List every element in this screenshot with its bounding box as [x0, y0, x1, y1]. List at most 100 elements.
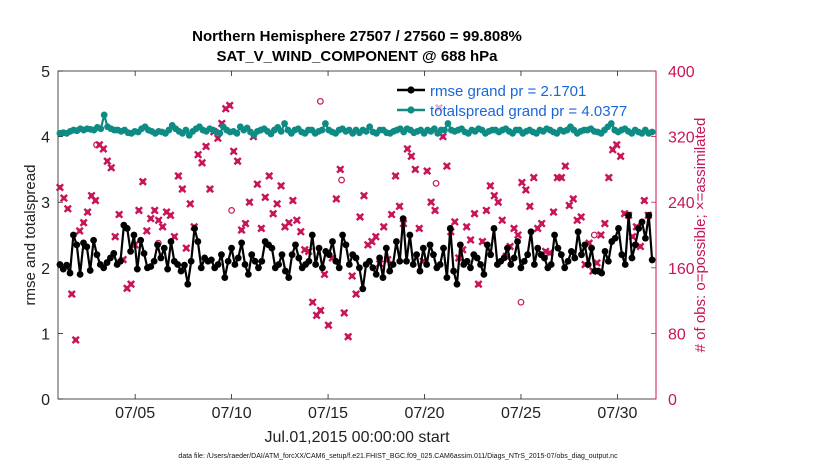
- obs-assimilated-marker: [142, 226, 151, 235]
- obs-assimilated-marker: [332, 194, 341, 203]
- obs-assimilated-marker: [371, 232, 380, 241]
- obs-assimilated-marker: [486, 181, 495, 190]
- marker-core: [179, 186, 185, 192]
- x-tick-label: 07/25: [501, 405, 541, 422]
- data-point: [382, 244, 390, 252]
- data-point: [372, 270, 380, 278]
- obs-assimilated-marker: [344, 332, 353, 341]
- marker-core: [73, 337, 79, 343]
- marker-core: [345, 334, 351, 340]
- marker-core: [187, 201, 193, 207]
- obs-assimilated-marker: [600, 219, 609, 228]
- data-point: [191, 225, 198, 232]
- marker-core: [476, 281, 481, 287]
- data-point: [308, 231, 316, 239]
- x-tick-label: 07/30: [597, 405, 637, 422]
- data-point: [83, 243, 91, 251]
- obs-assimilated-marker: [616, 152, 625, 161]
- obs-assimilated-marker: [466, 235, 475, 244]
- obs-assimilated-marker: [474, 280, 483, 289]
- obs-assimilated-marker: [182, 244, 191, 253]
- data-point: [110, 249, 118, 257]
- obs-assimilated-marker: [490, 191, 499, 200]
- marker-core: [258, 226, 264, 231]
- obs-assimilated-marker: [596, 230, 605, 240]
- obs-possible-marker: [93, 141, 100, 149]
- data-point: [366, 123, 374, 131]
- data-point: [440, 244, 447, 252]
- marker-core: [614, 142, 620, 148]
- obs-assimilated-marker: [166, 211, 175, 220]
- marker-core: [81, 220, 87, 226]
- obs-assimilated-marker: [241, 219, 250, 228]
- data-point: [426, 241, 434, 249]
- marker-core: [432, 208, 438, 213]
- marker-core: [116, 212, 122, 217]
- y-tick-label: 1: [41, 326, 50, 343]
- data-point: [231, 261, 239, 268]
- marker-core: [290, 198, 296, 203]
- data-point: [100, 264, 108, 272]
- data-point: [611, 234, 619, 242]
- data-point: [339, 231, 346, 239]
- data-point: [221, 274, 229, 282]
- obs-assimilated-marker: [245, 198, 254, 207]
- data-point: [473, 254, 481, 262]
- marker-core: [559, 175, 564, 181]
- obs-assimilated-marker: [194, 150, 203, 159]
- data-point: [335, 264, 343, 272]
- obs-assimilated-marker: [277, 181, 286, 190]
- obs-assimilated-marker: [640, 196, 649, 205]
- marker-core: [108, 165, 114, 171]
- obs-assimilated-marker: [150, 206, 159, 215]
- marker-core: [519, 180, 525, 185]
- obs-assimilated-marker: [225, 101, 234, 110]
- marker-core: [254, 181, 260, 187]
- data-point: [396, 257, 404, 265]
- marker-core: [452, 219, 458, 225]
- obs-assimilated-marker: [63, 204, 72, 213]
- marker-core: [491, 193, 497, 199]
- data-point: [628, 254, 636, 262]
- obs-assimilated-marker: [470, 209, 479, 218]
- y-right-tick-label: 320: [668, 130, 695, 147]
- data-point: [197, 264, 205, 272]
- data-point: [423, 261, 431, 268]
- data-point: [312, 261, 320, 268]
- obs-assimilated-marker: [549, 207, 558, 217]
- obs-assimilated-marker: [253, 180, 262, 189]
- obs-assimilated-marker: [103, 157, 112, 166]
- data-point: [187, 257, 195, 265]
- obs-assimilated-marker: [336, 165, 345, 174]
- obs-assimilated-marker: [565, 201, 574, 210]
- data-point: [480, 270, 488, 278]
- marker-core: [266, 173, 272, 179]
- marker-core: [61, 195, 67, 201]
- obs-assimilated-marker: [320, 270, 329, 279]
- data-point: [598, 269, 606, 277]
- marker-core: [128, 281, 134, 287]
- data-point: [123, 225, 131, 232]
- data-point: [456, 241, 464, 249]
- obs-assimilated-marker: [478, 237, 487, 246]
- data-point: [413, 251, 421, 259]
- obs-assimilated-marker: [205, 185, 215, 194]
- marker-core: [69, 291, 75, 297]
- marker-core: [602, 221, 608, 226]
- data-point: [182, 126, 190, 134]
- obs-assimilated-marker: [557, 173, 566, 182]
- obs-assimilated-marker: [395, 202, 404, 211]
- data-point: [376, 254, 383, 262]
- marker-core: [353, 291, 359, 297]
- obs-assimilated-marker: [138, 177, 147, 186]
- data-point: [416, 267, 424, 275]
- data-point: [133, 265, 141, 273]
- data-point: [554, 244, 562, 252]
- obs-assimilated-marker: [612, 140, 621, 149]
- data-point: [635, 225, 643, 232]
- data-point: [275, 261, 283, 268]
- data-point: [638, 218, 646, 226]
- marker-core: [483, 208, 489, 213]
- obs-assimilated-marker: [201, 142, 211, 151]
